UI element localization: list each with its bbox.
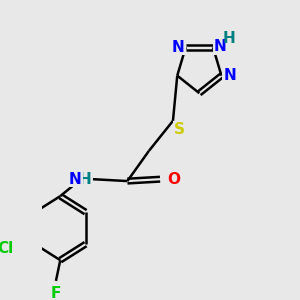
Text: N: N	[223, 68, 236, 83]
Text: S: S	[174, 122, 185, 137]
Text: F: F	[51, 286, 61, 300]
Text: O: O	[167, 172, 180, 187]
Text: N: N	[172, 40, 185, 55]
Text: H: H	[79, 172, 91, 187]
Text: H: H	[223, 31, 235, 46]
Text: N: N	[69, 172, 82, 187]
Text: Cl: Cl	[0, 242, 14, 256]
Text: N: N	[214, 39, 226, 54]
